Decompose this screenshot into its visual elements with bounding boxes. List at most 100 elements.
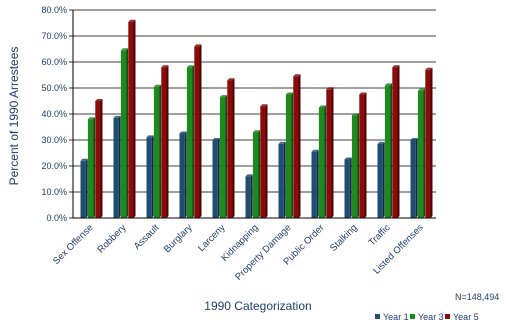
bar-top	[194, 44, 202, 47]
bar-side	[423, 88, 426, 218]
bar-year-5	[95, 99, 103, 218]
bar-year-3	[186, 65, 195, 218]
x-tick-label: Assault	[132, 222, 162, 252]
bar-front	[245, 176, 251, 218]
bar-side	[126, 48, 129, 218]
bar-front	[219, 97, 226, 218]
bar-side	[331, 87, 334, 218]
x-axis-title: 1990 Categorization	[204, 299, 311, 313]
bar-top	[95, 99, 103, 101]
bar-side	[184, 131, 187, 218]
bar-side	[232, 78, 235, 218]
bar-year-5	[326, 87, 334, 218]
bar-year-1	[377, 141, 385, 218]
bars	[80, 19, 433, 219]
bar-front	[153, 86, 160, 218]
bar-top	[179, 131, 187, 134]
bar-front	[417, 90, 424, 218]
bar-side	[316, 149, 319, 218]
legend-item-year-5: Year 5	[445, 312, 479, 322]
y-tick-label: 0.0%	[46, 213, 67, 223]
legend-swatch	[445, 314, 450, 319]
bar-top	[212, 138, 220, 140]
bar-side	[430, 67, 433, 218]
bar-year-5	[293, 74, 301, 218]
bar-front	[293, 76, 299, 218]
legend-label: Year 5	[453, 312, 479, 322]
bar-top	[351, 113, 360, 116]
bar-front	[351, 115, 358, 218]
bar-top	[153, 84, 162, 87]
bar-year-3	[285, 92, 294, 218]
legend-label: Year 1	[383, 312, 409, 322]
bar-year-3	[252, 130, 261, 218]
sample-size-note: N=148,494	[455, 292, 499, 302]
bar-top	[359, 92, 367, 95]
y-tick-label: 40.0%	[41, 109, 67, 119]
bar-year-3	[384, 83, 393, 219]
bar-year-1	[311, 149, 319, 218]
bar-year-5	[260, 104, 268, 218]
bar-top	[326, 87, 334, 90]
bar-year-3	[318, 105, 327, 218]
bar-side	[166, 65, 169, 218]
bar-year-5	[161, 65, 169, 218]
bar-side	[250, 174, 253, 218]
bar-side	[159, 84, 162, 218]
axes	[72, 10, 436, 219]
bar-front	[113, 117, 119, 218]
bar-top	[410, 138, 418, 140]
bar-top	[252, 130, 261, 133]
bar-year-5	[128, 19, 136, 219]
bar-top	[113, 115, 121, 118]
x-tick-label: Stalking	[328, 222, 360, 254]
x-tick-label: Property Damage	[233, 222, 293, 282]
bar-top	[227, 78, 235, 81]
legend-swatch	[375, 314, 380, 319]
bar-year-1	[410, 138, 418, 218]
bar-front	[377, 143, 383, 218]
bar-year-1	[113, 115, 121, 218]
bar-top	[128, 19, 136, 22]
bar-year-3	[153, 84, 162, 218]
bar-side	[118, 115, 121, 218]
bar-year-1	[245, 174, 253, 218]
bar-year-3	[219, 95, 228, 218]
bar-year-1	[344, 157, 352, 218]
bar-top	[120, 48, 129, 51]
bar-year-1	[80, 158, 88, 218]
bar-year-5	[227, 78, 235, 218]
bar-side	[357, 113, 360, 218]
bar-front	[212, 140, 218, 218]
bar-front	[128, 21, 134, 219]
bar-top	[245, 174, 253, 177]
y-tick-label: 60.0%	[41, 57, 67, 67]
legend: Year 1 Year 3 Year 5	[375, 312, 479, 322]
bar-top	[293, 74, 301, 77]
bar-side	[397, 65, 400, 218]
bar-year-3	[87, 117, 96, 218]
bar-front	[344, 159, 350, 218]
y-axis-title: Percent of 1990 Arrestees	[7, 47, 21, 186]
bar-side	[217, 138, 220, 218]
y-tick-label: 30.0%	[41, 135, 67, 145]
bar-year-5	[392, 65, 400, 218]
bar-year-1	[278, 141, 286, 218]
bar-year-1	[179, 131, 187, 218]
bar-front	[311, 151, 317, 218]
bar-front	[326, 89, 332, 218]
legend-item-year-3: Year 3	[410, 312, 444, 322]
bar-front	[120, 50, 127, 218]
bar-year-1	[212, 138, 220, 218]
y-tick-label: 70.0%	[41, 31, 67, 41]
bar-front	[146, 137, 152, 218]
bar-year-5	[425, 67, 433, 218]
bar-front	[278, 143, 284, 218]
bar-front	[186, 67, 193, 218]
bar-front	[410, 140, 416, 218]
bar-side	[298, 74, 301, 218]
bar-top	[311, 149, 319, 152]
x-tick-label: Burglary	[162, 222, 195, 255]
bar-side	[415, 138, 418, 218]
